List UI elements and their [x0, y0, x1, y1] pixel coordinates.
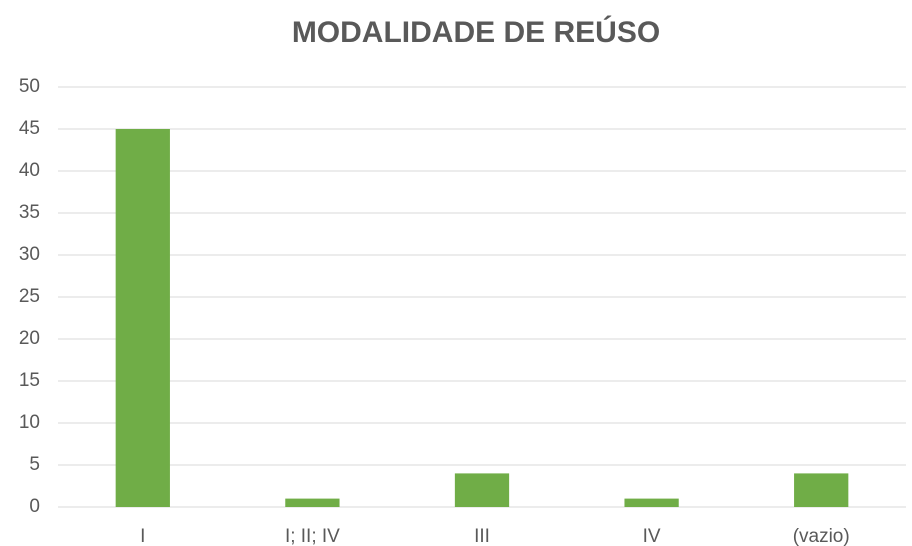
- y-tick-label: 40: [19, 160, 40, 181]
- y-tick-label: 5: [29, 454, 40, 475]
- bar: [794, 473, 849, 507]
- x-tick-label: I: [140, 526, 145, 546]
- bar: [624, 498, 679, 507]
- y-tick-label: 0: [29, 496, 40, 517]
- bar: [115, 129, 170, 507]
- y-tick-label: 35: [19, 202, 40, 223]
- bar: [454, 473, 510, 507]
- x-tick-label: (vazio): [793, 526, 850, 546]
- y-tick-label: 45: [19, 118, 40, 139]
- x-tick-label: I; II; IV: [285, 526, 340, 546]
- y-tick-label: 10: [19, 412, 40, 433]
- y-tick-label: 15: [19, 370, 40, 391]
- y-tick-label: 50: [19, 76, 40, 97]
- bar: [285, 498, 340, 507]
- x-tick-label: IV: [643, 526, 661, 546]
- y-tick-label: 20: [19, 328, 40, 349]
- chart-title: MODALIDADE DE REÚSO: [292, 15, 660, 49]
- y-tick-label: 30: [19, 244, 40, 265]
- x-tick-label: III: [474, 526, 490, 546]
- y-tick-label: 25: [19, 286, 40, 307]
